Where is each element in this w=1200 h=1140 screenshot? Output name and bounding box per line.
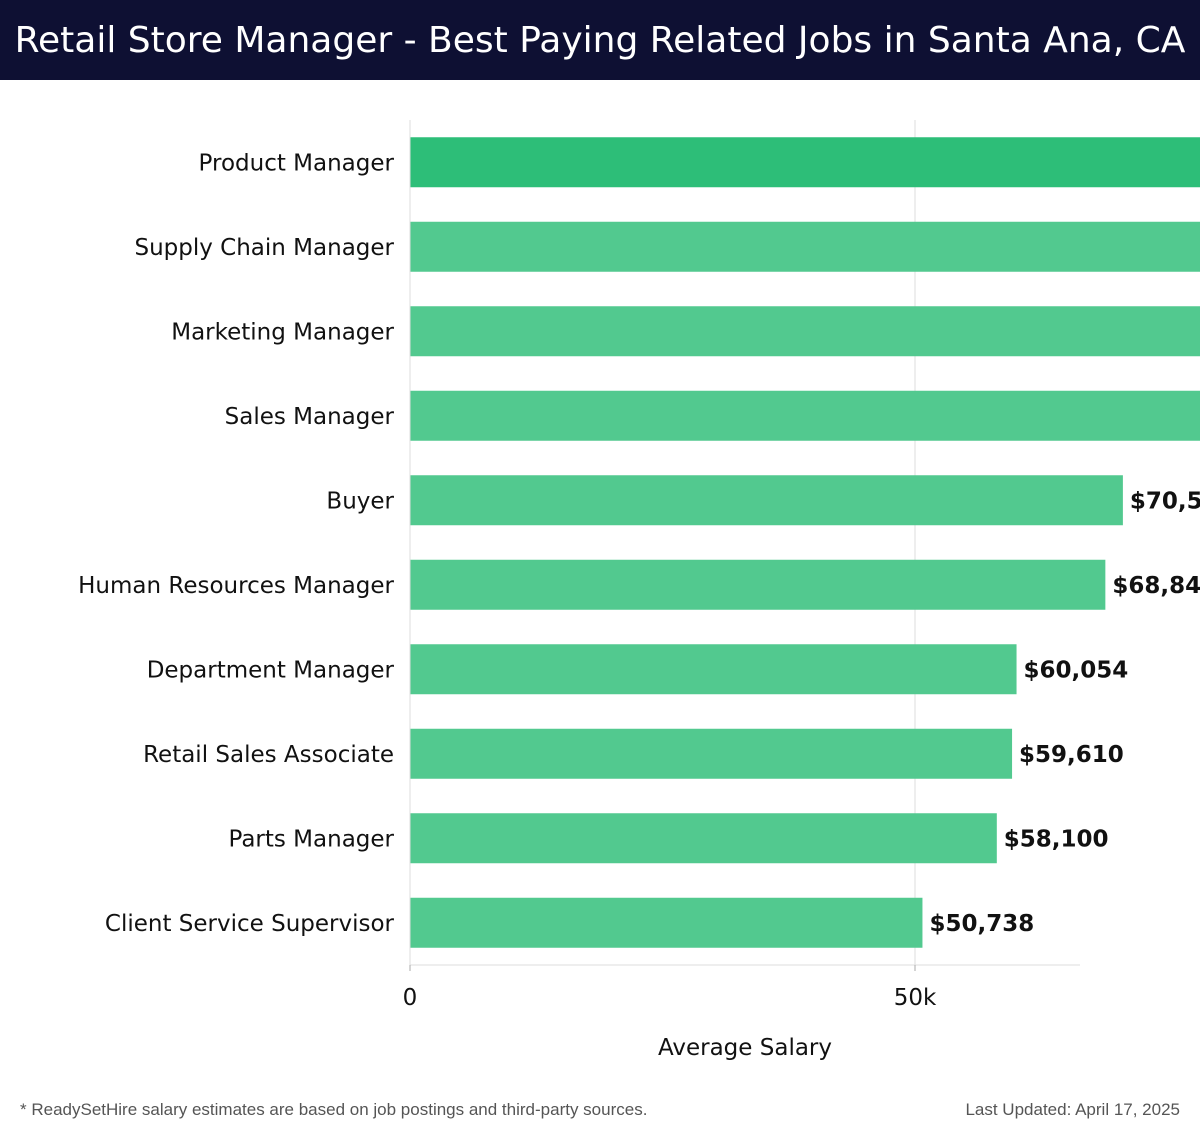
value-label: $59,610 bbox=[1019, 742, 1124, 768]
bar bbox=[410, 137, 1200, 188]
bar bbox=[410, 897, 923, 948]
bar bbox=[410, 221, 1200, 272]
category-label: Client Service Supervisor bbox=[105, 911, 395, 937]
bars bbox=[410, 137, 1200, 948]
bar bbox=[410, 728, 1013, 779]
category-label: Sales Manager bbox=[225, 404, 395, 430]
category-label: Product Manager bbox=[199, 150, 395, 176]
footnote: * ReadySetHire salary estimates are base… bbox=[20, 1100, 648, 1119]
bar bbox=[410, 390, 1200, 441]
value-labels: $126,016$99,059$85,149$79,477$70,583$68,… bbox=[929, 488, 1200, 937]
chart-title: Retail Store Manager - Best Paying Relat… bbox=[14, 19, 1186, 61]
x-axis: 050k100kAverage Salary bbox=[403, 120, 1080, 1061]
category-label: Parts Manager bbox=[228, 826, 394, 852]
x-tick-label: 0 bbox=[403, 985, 418, 1011]
category-label: Human Resources Manager bbox=[78, 573, 394, 599]
bar bbox=[410, 644, 1017, 695]
bar bbox=[410, 475, 1123, 526]
bar bbox=[410, 559, 1106, 610]
value-label: $60,054 bbox=[1024, 657, 1129, 683]
value-label: $58,100 bbox=[1004, 826, 1109, 852]
last-updated: Last Updated: April 17, 2025 bbox=[965, 1100, 1180, 1119]
bar bbox=[410, 813, 997, 864]
bar bbox=[410, 306, 1200, 357]
category-label: Supply Chain Manager bbox=[134, 235, 394, 261]
category-label: Retail Sales Associate bbox=[143, 742, 394, 768]
x-tick-label: 50k bbox=[894, 985, 937, 1011]
value-label: $50,738 bbox=[929, 911, 1034, 937]
category-label: Department Manager bbox=[147, 657, 395, 683]
category-label: Buyer bbox=[326, 488, 394, 514]
category-label: Marketing Manager bbox=[171, 319, 394, 345]
value-label: $70,583 bbox=[1130, 488, 1200, 514]
x-axis-title: Average Salary bbox=[658, 1035, 832, 1061]
category-labels: Product Manager Supply Chain Manager Marke… bbox=[78, 150, 394, 937]
value-label: $68,847 bbox=[1112, 573, 1200, 599]
chart-header: Retail Store Manager - Best Paying Relat… bbox=[0, 0, 1200, 80]
salary-bar-chart: Product Manager Supply Chain Manager Marke… bbox=[78, 120, 1200, 1061]
